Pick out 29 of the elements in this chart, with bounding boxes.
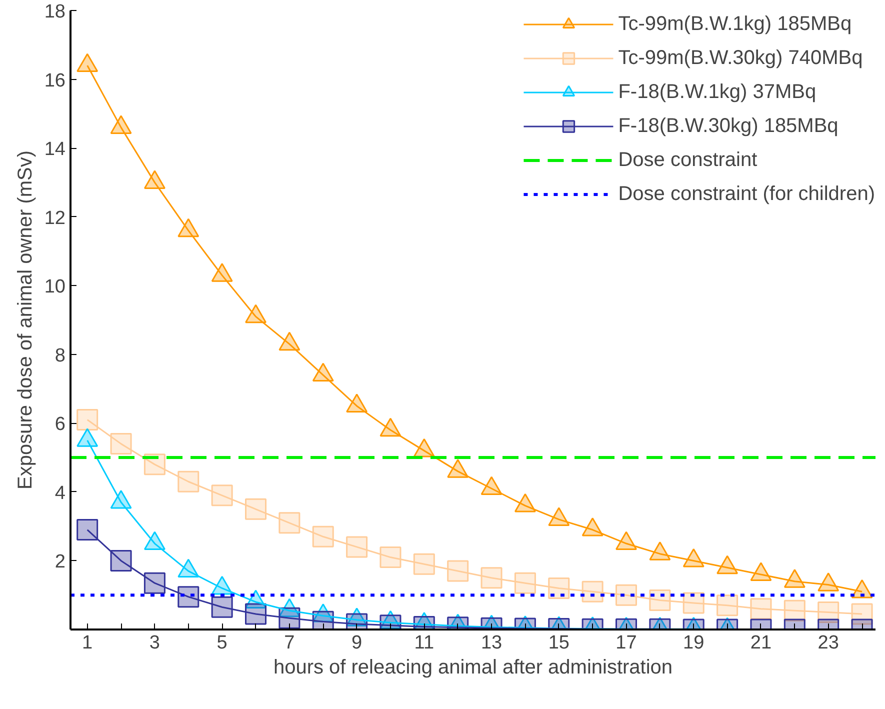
x-tick-label: 13: [480, 632, 502, 654]
y-tick-label: 14: [44, 139, 66, 160]
y-tick-label: 12: [44, 208, 66, 229]
y-tick-label: 6: [54, 414, 66, 436]
legend-label: F-18(B.W.30kg) 185MBq: [618, 114, 838, 138]
legend-label: Dose constraint: [618, 148, 758, 172]
y-tick-label: 8: [54, 345, 66, 366]
x-tick-label: 17: [616, 632, 637, 654]
x-tick-label: 9: [352, 632, 362, 654]
x-tick-label: 11: [414, 632, 434, 654]
legend-label: Dose constraint (for children): [618, 182, 875, 206]
x-tick-label: 19: [683, 632, 704, 654]
x-tick-label: 23: [818, 632, 839, 654]
y-tick-label: 2: [54, 552, 66, 573]
x-tick-label: 15: [548, 632, 570, 654]
x-tick-label: 5: [216, 632, 228, 654]
x-tick-label: 21: [750, 632, 772, 654]
y-axis-title: Exposure dose of animal owner (mSv): [14, 150, 36, 490]
x-tick-label: 3: [149, 632, 160, 654]
legend-label: Tc-99m(B.W.30kg) 740MBq: [618, 46, 863, 70]
y-tick-label: 16: [44, 70, 66, 92]
x-axis-title: hours of releacing animal after administration: [273, 656, 673, 678]
y-tick-label: 10: [44, 276, 66, 298]
y-tick-label: 18: [44, 2, 66, 22]
legend-label: Tc-99m(B.W.1kg) 185MBq: [618, 12, 852, 36]
x-tick-label: 7: [284, 632, 295, 654]
y-tick-label: 4: [54, 482, 66, 504]
x-tick-label: 1: [82, 632, 93, 654]
legend-label: F-18(B.W.1kg) 37MBq: [618, 80, 816, 104]
